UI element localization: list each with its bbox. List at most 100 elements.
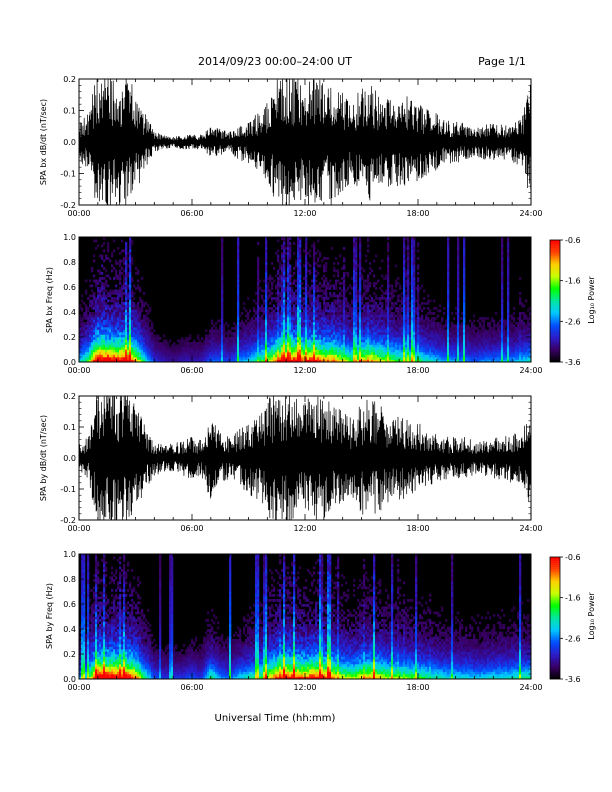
spectrogram-cell	[343, 294, 346, 298]
spectrogram-cell	[103, 334, 106, 338]
spectrogram-cell	[257, 282, 260, 285]
spectrogram-cell	[119, 289, 122, 293]
spectrogram-cell	[379, 322, 382, 325]
spectrogram-cell	[403, 307, 406, 310]
spectrogram-cell	[399, 319, 402, 323]
spectrogram-cell	[443, 357, 446, 360]
spectrogram-cell	[305, 272, 308, 275]
spectrogram-cell	[331, 357, 334, 360]
spectrogram-cell	[181, 357, 184, 360]
spectrogram-cell	[447, 359, 450, 363]
spectrogram-cell	[355, 272, 358, 275]
spectrogram-cell	[395, 332, 398, 335]
spectrogram-cell	[449, 347, 452, 350]
spectrogram-cell	[379, 347, 382, 350]
spectrogram-cell	[265, 277, 268, 280]
spectrogram-cell	[285, 339, 288, 343]
spectrogram-cell	[423, 327, 426, 330]
spectrogram-cell	[261, 307, 264, 310]
spectrogram-cell	[413, 299, 416, 303]
spectrogram-cell	[411, 249, 414, 253]
spectrogram-cell	[297, 264, 300, 268]
spectrogram-cell	[367, 319, 370, 323]
spectrogram-cell	[113, 352, 116, 355]
spectrogram-cell	[289, 277, 292, 280]
spectrogram-cell	[355, 242, 358, 245]
spectrogram-cell	[119, 264, 122, 268]
spectrogram-cell	[129, 332, 132, 335]
spectrogram-cell	[277, 342, 280, 345]
spectrogram-cell	[83, 359, 86, 363]
spectrogram-cell	[277, 322, 280, 325]
spectrogram-cell	[353, 262, 356, 265]
spectrogram-cell	[273, 327, 276, 330]
spectrogram-cell	[447, 259, 450, 263]
spectrogram-cell	[131, 357, 134, 360]
spectrogram-cell	[319, 359, 322, 363]
spectrogram-cell	[283, 322, 286, 325]
spectrogram-cell	[345, 304, 348, 308]
spectrogram-cell	[425, 334, 428, 338]
spectrogram-cell	[137, 302, 140, 305]
spectrogram-cell	[337, 299, 340, 303]
spectrogram-cell	[353, 342, 356, 345]
spectrogram-cell	[163, 352, 166, 355]
spectrogram-cell	[413, 347, 416, 350]
spectrogram-cell	[131, 309, 134, 313]
spectrogram-cell	[243, 354, 246, 358]
spectrogram-cell	[271, 312, 274, 315]
spectrogram-cell	[105, 307, 108, 310]
spectrogram-cell	[135, 304, 138, 308]
spectrogram-cell	[407, 309, 410, 313]
spectrogram-cell	[193, 344, 196, 348]
spectrogram-cell	[141, 324, 144, 328]
spectrogram-cell	[257, 332, 260, 335]
spectrogram-cell	[95, 327, 98, 330]
spectrogram-cell	[231, 347, 234, 350]
spectrogram-cell	[407, 352, 410, 355]
spectrogram-cell	[129, 324, 132, 328]
spectrogram-cell	[103, 319, 106, 323]
spectrogram-cell	[313, 329, 316, 333]
spectrogram-cell	[329, 317, 332, 320]
spectrogram-cell	[413, 302, 416, 305]
spectrogram-cell	[407, 289, 410, 293]
spectrogram-cell	[95, 297, 98, 300]
spectrogram-cell	[403, 252, 406, 255]
spectrogram-cell	[313, 314, 316, 318]
spectrogram-cell	[319, 354, 322, 358]
spectrogram-cell	[309, 292, 312, 295]
spectrogram-cell	[261, 322, 264, 325]
spectrogram-cell	[155, 347, 158, 350]
spectrogram-cell	[89, 314, 92, 318]
spectrogram-cell	[281, 279, 284, 283]
spectrogram-cell	[233, 359, 236, 363]
spectrogram-cell	[263, 339, 266, 343]
spectrogram-cell	[359, 257, 362, 260]
spectrogram-cell	[131, 294, 134, 298]
spectrogram-cell	[435, 354, 438, 358]
spectrogram-cell	[213, 347, 216, 350]
spectrogram-cell	[205, 354, 208, 358]
spectrogram-cell	[413, 269, 416, 273]
spectrogram-cell	[389, 332, 392, 335]
spectrogram-cell	[193, 359, 196, 363]
spectrogram-cell	[277, 284, 280, 288]
spectrogram-cell	[97, 327, 100, 330]
spectrogram-cell	[327, 257, 330, 260]
spectrogram-cell	[111, 322, 114, 325]
spectrogram-cell	[173, 347, 176, 350]
spectrogram-cell	[247, 344, 250, 348]
spectrogram-cell	[411, 239, 414, 243]
spectrogram-cell	[305, 247, 308, 250]
spectrogram-cell	[353, 314, 356, 318]
spectrogram-cell	[87, 332, 90, 335]
spectrogram-cell	[263, 307, 266, 310]
spectrogram-cell	[339, 359, 342, 363]
spectrogram-cell	[287, 289, 290, 293]
spectrogram-cell	[233, 344, 236, 348]
spectrogram-cell	[321, 339, 324, 343]
spectrogram-cell	[281, 284, 284, 288]
spectrogram-cell	[179, 347, 182, 350]
spectrogram-cell	[287, 277, 290, 280]
